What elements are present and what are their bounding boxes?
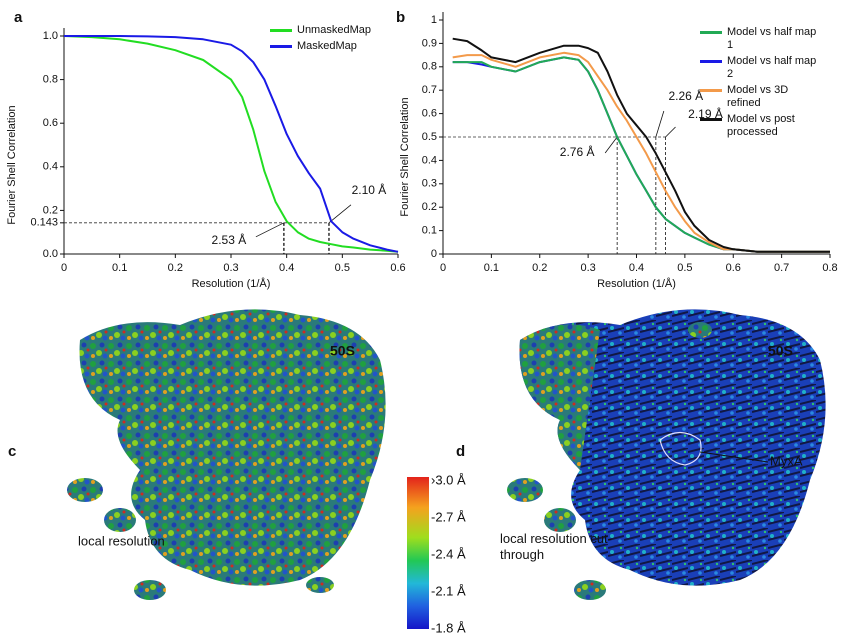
legend-label: Model vs half map 1: [727, 26, 817, 51]
x-tick-label: 0.5: [335, 262, 350, 274]
marker-arrow: [328, 204, 352, 224]
density-map-c: [67, 309, 386, 600]
y-tick-label: 0.8: [422, 61, 437, 73]
legend-label: Model vs post processed: [727, 113, 795, 138]
x-tick-label: 0.2: [168, 262, 183, 274]
axis-frame: [63, 28, 398, 255]
x-axis-label: Resolution (1/Å): [192, 277, 271, 290]
marker-arrow: [665, 126, 676, 138]
series-line: [64, 35, 399, 253]
y-axis-label: Fourier Shell Correlation: [399, 97, 411, 216]
colorbar-label: -2.7 Å: [431, 509, 466, 524]
series-line: [452, 37, 830, 253]
y-tick-label: 0.6: [422, 108, 437, 120]
y-tick-label: 1: [431, 14, 437, 26]
legend-swatch: [270, 45, 292, 48]
marker-arrow: [604, 136, 618, 154]
panel-label: b: [396, 9, 405, 26]
x-tick-label: 0.5: [677, 262, 692, 274]
y-tick-label: 0.1: [422, 225, 437, 237]
y-tick-label: 0: [431, 248, 437, 260]
marker-arrow: [255, 222, 285, 238]
legend-swatch: [700, 89, 722, 92]
marker-label: 2.53 Å: [212, 232, 247, 247]
legend-entry: Model vs half map 2: [700, 55, 819, 81]
panel-label: a: [14, 9, 23, 26]
legend: UnmaskedMap MaskedMap: [270, 24, 371, 56]
legend: Model vs half map 1 Model vs half map 2 Mo…: [700, 26, 819, 142]
legend-label: Model vs 3D refined: [727, 84, 789, 109]
annotation: MyxA: [770, 453, 803, 468]
colorbar-label: -2.4 Å: [431, 546, 466, 561]
y-tick-label: 1.0: [43, 30, 58, 42]
marker-label: 2.10 Å: [352, 182, 387, 197]
y-tick-label: 0.2: [422, 201, 437, 213]
legend-label: Model vs half map 2: [727, 55, 817, 80]
y-tick-label: 0.9: [422, 37, 437, 49]
y-tick-label: 0.6: [43, 117, 58, 129]
region-label: 50S: [768, 343, 793, 359]
y-tick-label: 0.2: [43, 204, 58, 216]
caption: local resolution cut-through: [500, 531, 612, 562]
legend-label: UnmaskedMap: [297, 24, 371, 36]
legend-swatch: [270, 29, 292, 32]
legend-label: MaskedMap: [297, 40, 357, 52]
colorbar: [407, 477, 429, 629]
y-tick-label: 0.3: [422, 178, 437, 190]
y-tick-label: 0.4: [422, 154, 437, 166]
x-tick-label: 0: [61, 262, 67, 274]
legend-entry: UnmaskedMap: [270, 24, 371, 37]
y-axis-label: Fourier Shell Correlation: [6, 105, 18, 224]
x-tick-label: 0.1: [112, 262, 127, 274]
marker-label: 2.19 Å: [688, 106, 723, 121]
x-tick-label: 0.3: [580, 262, 595, 274]
x-tick-label: 0.8: [822, 262, 837, 274]
x-tick-label: 0: [440, 262, 446, 274]
series-line: [63, 35, 399, 253]
caption: local resolution: [78, 533, 165, 548]
marker-label: 2.76 Å: [560, 144, 595, 159]
panel-label: c: [8, 443, 16, 460]
y-tick-label: 0.4: [43, 161, 58, 173]
legend-entry: Model vs 3D refined: [700, 84, 819, 110]
x-axis-label: Resolution (1/Å): [597, 277, 676, 290]
legend-entry: Model vs post processed: [700, 113, 819, 139]
colorbar-label: -1.8 Å: [431, 620, 466, 634]
x-tick-label: 0.6: [390, 262, 405, 274]
y-tick-label: 0.0: [43, 248, 58, 260]
y-tick-label: 0.5: [422, 131, 437, 143]
legend-swatch: [700, 60, 722, 63]
x-tick-label: 0.4: [629, 262, 644, 274]
x-tick-label: 0.4: [279, 262, 294, 274]
y-tick-label: 0.143: [30, 217, 58, 229]
marker-label: 2.26 Å: [668, 88, 703, 103]
legend-entry: MaskedMap: [270, 40, 371, 53]
x-tick-label: 0.7: [774, 262, 789, 274]
marker-arrow: [655, 110, 665, 138]
legend-swatch: [700, 31, 722, 34]
x-tick-label: 0.6: [726, 262, 741, 274]
region-label: 50S: [330, 343, 355, 359]
colorbar-label: ›3.0 Å: [431, 472, 466, 487]
y-tick-label: 0.7: [422, 84, 437, 96]
x-tick-label: 0.3: [223, 262, 238, 274]
panel-label: d: [456, 443, 465, 460]
y-tick-label: 0.8: [43, 74, 58, 86]
legend-entry: Model vs half map 1: [700, 26, 819, 52]
legend-swatch: [700, 118, 722, 121]
density-map-d: [507, 309, 826, 600]
x-tick-label: 0.2: [532, 262, 547, 274]
x-tick-label: 0.1: [484, 262, 499, 274]
colorbar-label: -2.1 Å: [431, 583, 466, 598]
